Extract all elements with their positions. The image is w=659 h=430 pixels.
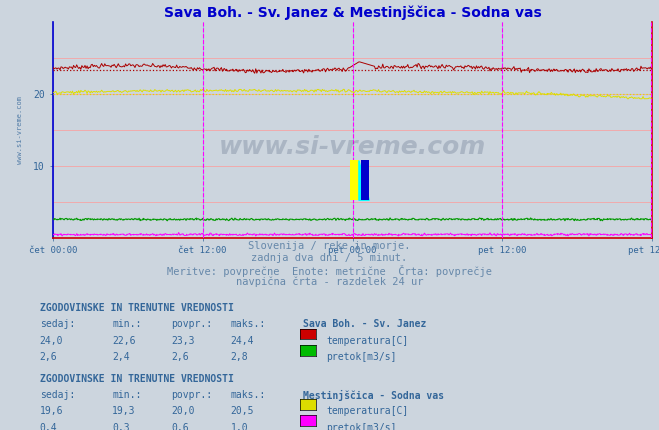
Text: www.si-vreme.com: www.si-vreme.com [219,135,486,159]
Text: 2,8: 2,8 [231,352,248,362]
Text: 0,6: 0,6 [171,423,189,430]
Text: 0,3: 0,3 [112,423,130,430]
Text: maks.:: maks.: [231,319,266,329]
Text: 20,0: 20,0 [171,406,195,416]
Text: 19,3: 19,3 [112,406,136,416]
Text: temperatura[C]: temperatura[C] [326,336,409,346]
Text: 19,6: 19,6 [40,406,63,416]
Title: Sava Boh. - Sv. Janez & Mestinjščica - Sodna vas: Sava Boh. - Sv. Janez & Mestinjščica - S… [163,6,542,20]
Text: navpična črta - razdelek 24 ur: navpična črta - razdelek 24 ur [236,277,423,287]
Text: 22,6: 22,6 [112,336,136,346]
Text: Sava Boh. - Sv. Janez: Sava Boh. - Sv. Janez [303,319,426,329]
Text: 23,3: 23,3 [171,336,195,346]
Bar [351,160,359,200]
Text: Meritve: povprečne  Enote: metrične  Črta: povprečje: Meritve: povprečne Enote: metrične Črta:… [167,265,492,277]
Text: pretok[m3/s]: pretok[m3/s] [326,423,397,430]
Text: 1,0: 1,0 [231,423,248,430]
Text: povpr.:: povpr.: [171,390,212,400]
Text: maks.:: maks.: [231,390,266,400]
Text: 0,4: 0,4 [40,423,57,430]
Text: zadnja dva dni / 5 minut.: zadnja dva dni / 5 minut. [251,253,408,263]
Text: ZGODOVINSKE IN TRENUTNE VREDNOSTI: ZGODOVINSKE IN TRENUTNE VREDNOSTI [40,374,233,384]
Text: min.:: min.: [112,319,142,329]
Text: 20,5: 20,5 [231,406,254,416]
Text: 24,0: 24,0 [40,336,63,346]
Text: Slovenija / reke in morje.: Slovenija / reke in morje. [248,241,411,251]
Text: 2,6: 2,6 [40,352,57,362]
Text: min.:: min.: [112,390,142,400]
Text: 24,4: 24,4 [231,336,254,346]
Text: temperatura[C]: temperatura[C] [326,406,409,416]
Polygon shape [359,160,369,200]
Text: 2,4: 2,4 [112,352,130,362]
Bar [360,160,369,200]
Text: Mestinjščica - Sodna vas: Mestinjščica - Sodna vas [303,390,444,401]
Text: www.si-vreme.com: www.si-vreme.com [16,96,23,164]
Text: 2,6: 2,6 [171,352,189,362]
Text: sedaj:: sedaj: [40,390,74,400]
Text: ZGODOVINSKE IN TRENUTNE VREDNOSTI: ZGODOVINSKE IN TRENUTNE VREDNOSTI [40,303,233,313]
Text: povpr.:: povpr.: [171,319,212,329]
Text: sedaj:: sedaj: [40,319,74,329]
Text: pretok[m3/s]: pretok[m3/s] [326,352,397,362]
